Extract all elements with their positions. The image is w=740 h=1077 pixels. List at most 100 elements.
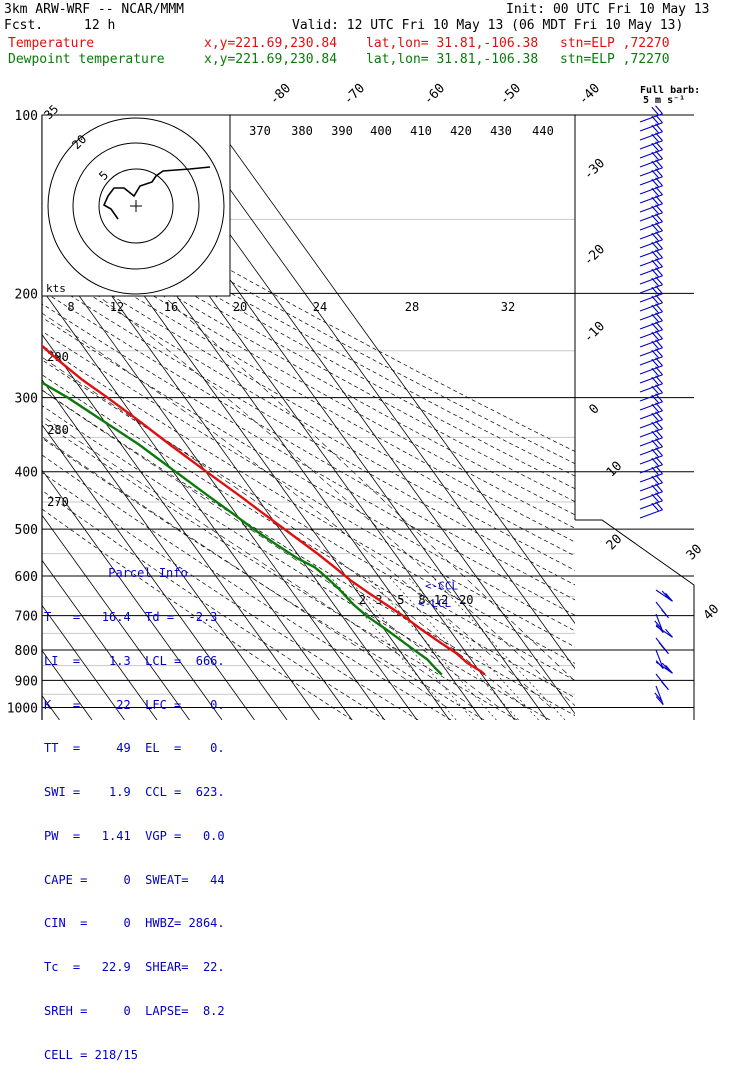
wind-barb-feather (655, 249, 663, 259)
wind-barb-staff (639, 257, 663, 267)
wind-barb-feather (651, 421, 660, 431)
wind-barb-staff (639, 365, 663, 375)
wind-barb-feather (654, 692, 663, 702)
wind-barb-staff (639, 284, 663, 294)
wind-barb-feather (651, 385, 660, 395)
wind-barb (639, 213, 663, 231)
isotherm-line (42, 333, 320, 720)
wind-barb (639, 249, 663, 267)
wind-barb-feather (655, 393, 663, 403)
hodograph-ring-mid (72, 142, 200, 270)
full-barb-value: 5 m s⁻¹ (643, 95, 685, 106)
dry-adiabat-line (42, 437, 485, 720)
temperature-station: stn=ELP ,72270 (560, 36, 670, 51)
wind-barb-feather (651, 412, 660, 422)
dry-adiabat-line (42, 303, 575, 616)
isotherm-line (42, 379, 288, 720)
wind-barb-staff (639, 194, 663, 204)
ccl-annotation: <-CCL (425, 580, 458, 593)
wind-barb-feather (655, 204, 663, 214)
speed-scale-label: 20 (233, 300, 247, 314)
wind-barb-feather (655, 447, 663, 457)
wind-barb-feather (665, 592, 673, 602)
wind-barb (655, 625, 673, 638)
wind-barb (639, 276, 663, 294)
temperature-trace (42, 344, 486, 676)
wind-barb (639, 258, 663, 276)
wind-barb (639, 159, 663, 177)
wind-barb-feather (655, 402, 663, 412)
wind-barb-feather (661, 662, 670, 672)
wind-barb (639, 456, 663, 474)
theta-label: 290 (47, 350, 69, 364)
hodograph-unit-label: kts (46, 282, 66, 295)
wind-barb-staff (639, 455, 663, 465)
wind-barb-feather (655, 696, 664, 706)
wind-barb-staff (639, 410, 663, 420)
mixing-ratio-line (431, 575, 566, 720)
temperature-xy: x,y=221.69,230.84 (204, 36, 338, 51)
isotherm-label: 30 (684, 542, 706, 564)
theta-label: 440 (532, 124, 554, 138)
parcel-info-title: Parcel Info (108, 566, 188, 581)
wind-barb-feather (655, 276, 663, 286)
dry-adiabat-line (42, 508, 353, 720)
wind-barb-staff (655, 661, 673, 674)
wind-barb-feather (655, 285, 663, 295)
wind-barb-feather (655, 123, 663, 133)
wind-barb (639, 402, 663, 420)
wind-barb-feather (651, 142, 660, 152)
wind-barb-feather (655, 177, 663, 187)
dry-adiabat-line (42, 216, 575, 516)
dry-adiabat-line (42, 277, 575, 586)
pressure-tick-label: 800 (15, 644, 38, 659)
wind-barb-staff (639, 275, 663, 285)
dry-adiabat-line (42, 405, 551, 720)
theta-label: 380 (291, 124, 313, 138)
wind-barb-feather (651, 430, 660, 440)
wind-barb-feather (651, 160, 660, 170)
mixing-ratio-label: 12 (434, 593, 448, 607)
wind-barb-feather (655, 330, 663, 340)
isotherm-label: 20 (604, 532, 626, 554)
wind-barb-feather (655, 231, 663, 241)
wind-barb (639, 150, 663, 168)
wind-barb-staff (639, 122, 663, 132)
mixing-ratio-line (345, 575, 474, 720)
isotherm-line (42, 469, 223, 720)
speed-scale-label: 16 (164, 300, 178, 314)
wind-barb-feather (658, 642, 667, 651)
wind-barb-feather (655, 375, 663, 385)
parcel-row: Tc = 22.9 SHEAR= 22. (44, 960, 225, 975)
wind-barb-feather (651, 259, 660, 269)
wind-barb (639, 321, 663, 339)
wind-barb-feather (651, 304, 660, 314)
dry-adiabat-line (42, 160, 575, 452)
wind-barb (639, 123, 663, 141)
dry-adiabat-line (42, 389, 575, 717)
wind-barb-staff (639, 230, 663, 240)
wind-barb-staff (639, 347, 663, 357)
isotherm-line (42, 424, 255, 720)
wind-barb (639, 267, 663, 285)
wind-barb-feather (651, 475, 660, 485)
wind-barb (654, 685, 664, 706)
isotherm-label: -40 (576, 81, 603, 108)
wind-barb-feather (651, 403, 660, 413)
wind-barb-feather (651, 457, 660, 467)
wind-barb-staff (639, 140, 663, 150)
wind-barb (639, 366, 663, 384)
mixing-ratio-label: 5 (397, 593, 404, 607)
wind-barb-feather (655, 267, 663, 277)
wind-barb-feather (655, 132, 663, 142)
dewpoint-legend: Dewpoint temperature (8, 52, 165, 67)
dry-adiabat-line (42, 345, 575, 664)
wind-barb-staff (639, 383, 663, 393)
wind-barb-staff (639, 311, 663, 321)
theta-label: 280 (47, 423, 69, 437)
wind-barb-feather (655, 420, 663, 430)
wind-barb (639, 501, 663, 519)
wind-barb-staff (639, 428, 663, 438)
isotherm-line (42, 514, 190, 720)
isotherm-label: -10 (581, 319, 608, 346)
